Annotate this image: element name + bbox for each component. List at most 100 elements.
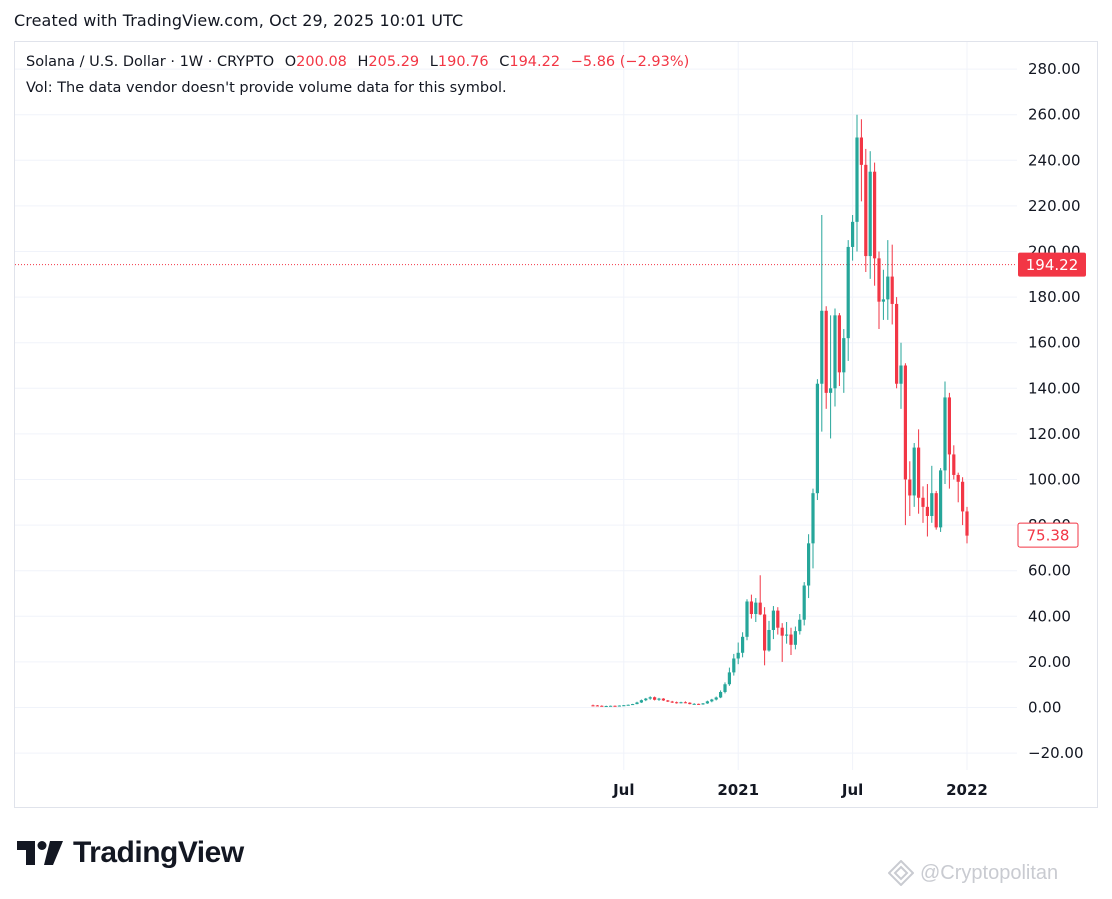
y-tick-label: 20.00	[1028, 653, 1071, 671]
tradingview-logo-icon	[17, 841, 63, 865]
candle	[763, 607, 767, 666]
candle	[626, 704, 630, 706]
candle-body	[639, 700, 643, 703]
candle-body	[617, 705, 621, 707]
candle-body	[877, 258, 881, 302]
candle-body	[749, 601, 753, 615]
candle	[600, 705, 604, 707]
y-tick-label: 60.00	[1028, 562, 1071, 580]
candle	[639, 699, 643, 703]
low-value: 190.76	[437, 54, 489, 70]
candle	[934, 490, 938, 530]
candle	[965, 506, 969, 544]
tradingview-logo[interactable]: TradingView	[17, 836, 244, 870]
candle	[613, 705, 617, 707]
candle-body	[683, 702, 687, 704]
axis-layer: 280.00260.00240.00220.00200.00180.00160.…	[612, 60, 1086, 799]
y-tick-label: 140.00	[1028, 379, 1081, 397]
candle-body	[758, 602, 762, 615]
candle-body	[890, 276, 894, 304]
candle	[793, 626, 797, 650]
candle-body	[604, 706, 608, 708]
candle-body	[952, 454, 956, 475]
candle	[723, 682, 727, 694]
candle-body	[622, 705, 626, 707]
candle-body	[881, 299, 885, 302]
candle	[719, 690, 723, 699]
candle	[855, 114, 859, 252]
watermark-text: @Cryptopolitan	[920, 861, 1059, 884]
candle	[635, 701, 639, 705]
candle	[661, 698, 665, 701]
candle-body	[675, 702, 679, 704]
candle-body	[807, 543, 811, 586]
candle	[798, 614, 802, 635]
candle-body	[956, 474, 960, 482]
candle-body	[961, 481, 965, 512]
close-value: 194.22	[509, 54, 561, 70]
candle	[745, 599, 749, 641]
candle-body	[719, 691, 723, 698]
candle	[657, 697, 661, 701]
candle	[952, 445, 956, 480]
candle	[741, 632, 745, 658]
candle-body	[842, 338, 846, 373]
candle-body	[965, 511, 969, 536]
candle-body	[899, 365, 903, 384]
current-price-badge-text: 194.22	[1026, 256, 1079, 274]
candle-body	[917, 447, 921, 498]
symbol-legend: Solana / U.S. Dollar · 1W · CRYPTO O200.…	[26, 54, 689, 70]
open-label: O	[284, 54, 297, 70]
candle-body	[934, 493, 938, 528]
candle-body	[802, 585, 806, 620]
y-tick-label: 100.00	[1028, 471, 1081, 489]
candle-body	[767, 629, 771, 651]
y-tick-label: 160.00	[1028, 334, 1081, 352]
candle	[785, 622, 789, 644]
y-tick-label: 40.00	[1028, 607, 1071, 625]
candle	[829, 315, 833, 439]
y-tick-label: 220.00	[1028, 197, 1081, 215]
candle-body	[833, 315, 837, 389]
candle	[622, 704, 626, 707]
x-tick-label: 2022	[946, 781, 988, 799]
candle-body	[846, 246, 850, 339]
candle	[644, 697, 648, 702]
candle	[824, 306, 828, 409]
candle-body	[811, 493, 815, 544]
candle	[670, 700, 674, 703]
y-tick-label: 0.00	[1028, 699, 1061, 717]
candle-body	[631, 704, 635, 706]
candle	[925, 484, 929, 537]
candle-body	[697, 703, 701, 705]
candle-body	[908, 479, 912, 496]
candle-body	[600, 705, 604, 707]
candle-body	[930, 493, 934, 516]
y-tick-label: −20.00	[1028, 744, 1084, 762]
candle	[609, 705, 613, 707]
candle	[617, 705, 621, 707]
candle-body	[653, 697, 657, 700]
candle-body	[741, 636, 745, 653]
candle-body	[829, 388, 833, 393]
candle-body	[864, 164, 868, 257]
candle-body	[771, 610, 775, 630]
candle	[754, 598, 758, 622]
volume-note: Vol: The data vendor doesn't provide vol…	[26, 80, 507, 96]
candle	[890, 244, 894, 325]
last-price-badge-text: 75.38	[1027, 527, 1070, 545]
candle	[714, 696, 718, 701]
x-tick-label: Jul	[841, 781, 863, 799]
candle	[780, 623, 784, 662]
candle	[710, 698, 714, 703]
candle	[903, 363, 907, 526]
candle-body	[798, 619, 802, 632]
grid-layer	[15, 42, 1017, 770]
candle	[912, 443, 916, 507]
low-label: L	[429, 54, 438, 70]
candle-body	[661, 698, 665, 701]
candle-body	[710, 699, 714, 702]
candle-body	[688, 702, 692, 705]
close-label: C	[499, 54, 510, 70]
